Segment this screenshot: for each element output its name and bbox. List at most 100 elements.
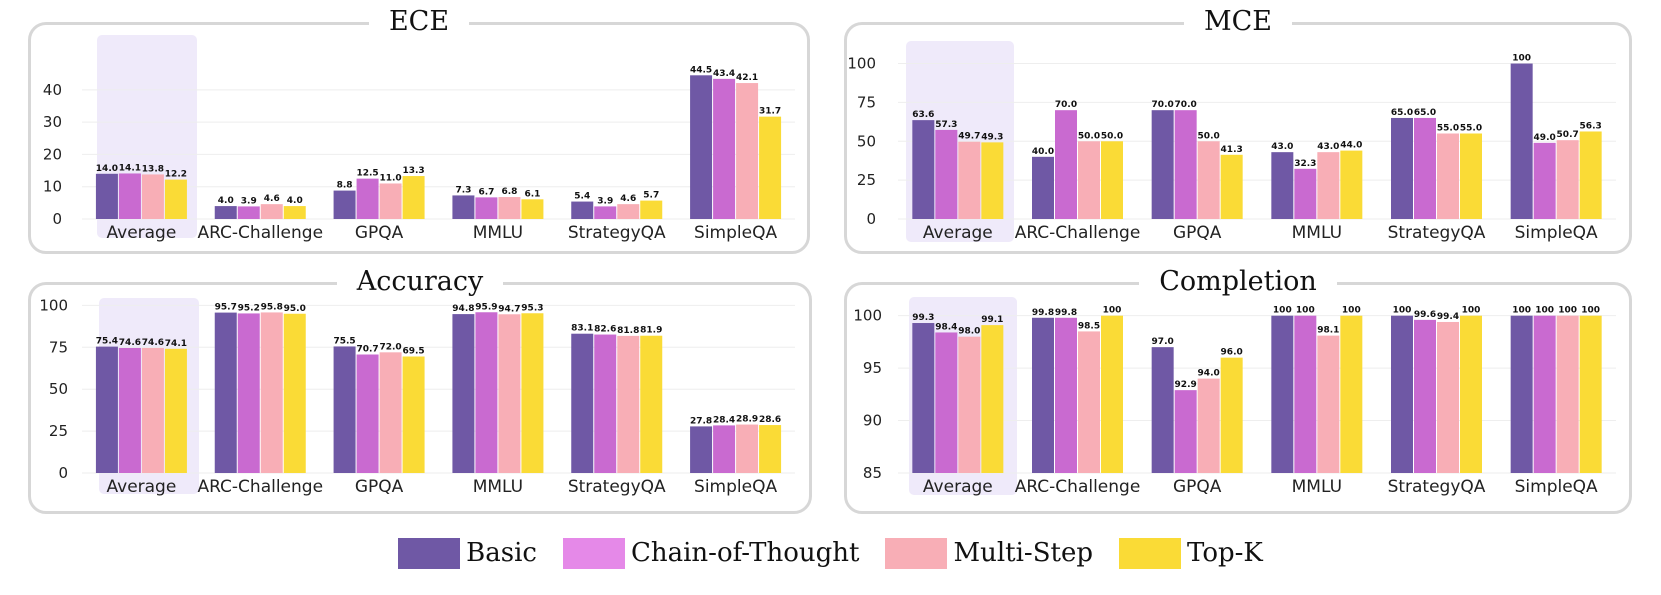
- bar-basic: [1391, 315, 1413, 473]
- data-label: 50.7: [1557, 130, 1579, 140]
- data-label: 70.0: [1152, 100, 1174, 110]
- y-tick-label: 100: [847, 55, 876, 73]
- bar-multi-step: [1078, 331, 1100, 473]
- bar-basic: [452, 314, 475, 473]
- bar-multi-step: [1437, 133, 1459, 219]
- bar-multi-step: [1197, 378, 1220, 473]
- data-label: 43.0: [1271, 142, 1293, 152]
- y-tick-label: 90: [863, 412, 882, 430]
- data-label: 49.0: [1534, 133, 1556, 143]
- y-tick-label: 0: [52, 210, 62, 228]
- data-label: 49.7: [958, 132, 980, 142]
- data-label: 28.9: [736, 415, 758, 425]
- data-label: 99.6: [1414, 310, 1436, 320]
- data-label: 98.4: [935, 322, 957, 332]
- x-tick-label: StrategyQA: [568, 223, 666, 243]
- y-tick-label: 30: [43, 113, 62, 131]
- bar-multi-step: [141, 347, 164, 473]
- legend-swatch-chain-of-thought: [562, 537, 625, 569]
- data-label: 99.8: [1032, 308, 1054, 318]
- data-label: 95.0: [284, 304, 306, 314]
- data-label: 4.0: [287, 196, 303, 206]
- x-tick-label: SimpleQA: [694, 223, 777, 243]
- x-tick-label: MMLU: [1292, 223, 1342, 243]
- data-label: 40.0: [1032, 147, 1054, 157]
- bar-basic: [912, 120, 935, 219]
- data-label: 70.0: [1055, 100, 1077, 110]
- data-label: 70.0: [1175, 100, 1197, 110]
- bar-top-k: [402, 356, 425, 473]
- legend-item-multi-step: Multi-Step: [885, 537, 1093, 569]
- x-tick-label: Average: [923, 223, 993, 243]
- bar-chain-of-thought: [118, 347, 141, 473]
- bar-top-k: [1340, 315, 1363, 473]
- bar-chain-of-thought: [935, 129, 958, 219]
- bar-multi-step: [736, 424, 759, 473]
- bar-chain-of-thought: [1055, 317, 1077, 473]
- bar-chain-of-thought: [1174, 110, 1197, 219]
- bar-multi-step: [617, 204, 640, 219]
- bar-top-k: [1460, 133, 1482, 219]
- bar-top-k: [981, 142, 1004, 219]
- x-tick-label: Average: [923, 477, 993, 497]
- data-label: 44.5: [690, 65, 712, 75]
- bar-top-k: [759, 425, 782, 473]
- bar-top-k: [283, 313, 306, 473]
- bar-top-k: [1460, 315, 1482, 473]
- y-tick-label: 50: [49, 380, 68, 398]
- data-label: 44.0: [1340, 141, 1362, 151]
- data-label: 12.2: [165, 170, 187, 180]
- bar-basic: [571, 333, 594, 473]
- data-label: 100: [1103, 306, 1122, 316]
- legend-swatch-multi-step: [885, 537, 948, 569]
- data-label: 63.6: [912, 110, 934, 120]
- data-label: 28.6: [759, 415, 781, 425]
- bar-chain-of-thought: [594, 206, 617, 219]
- bar-multi-step: [141, 174, 164, 219]
- y-tick-label: 50: [857, 132, 876, 150]
- data-label: 95.3: [521, 303, 543, 313]
- data-label: 7.3: [455, 185, 471, 195]
- data-label: 94.8: [452, 304, 474, 314]
- bar-basic: [690, 75, 713, 219]
- bar-chain-of-thought: [1414, 117, 1436, 219]
- data-label: 43.4: [713, 69, 735, 79]
- data-label: 65.0: [1414, 108, 1436, 118]
- data-label: 100: [1273, 306, 1292, 316]
- data-label: 4.0: [218, 196, 234, 206]
- x-tick-label: ARC-Challenge: [1015, 223, 1141, 243]
- bar-basic: [95, 173, 118, 219]
- legend-item-top-k: Top-K: [1119, 537, 1263, 569]
- bar-basic: [1032, 317, 1054, 473]
- legend-swatch-basic: [398, 537, 461, 569]
- data-label: 50.0: [1101, 131, 1123, 141]
- data-label: 83.1: [571, 324, 593, 334]
- data-label: 55.0: [1437, 124, 1459, 134]
- legend-label-top-k: Top-K: [1187, 538, 1263, 568]
- y-tick-label: 25: [857, 171, 876, 189]
- data-label: 96.0: [1221, 348, 1243, 358]
- legend-item-basic: Basic: [398, 537, 537, 569]
- bar-multi-step: [1078, 141, 1100, 219]
- data-label: 75.5: [333, 336, 355, 346]
- x-tick-label: ARC-Challenge: [197, 477, 323, 497]
- legend: Basic Chain-of-Thought Multi-Step Top-K: [0, 533, 1661, 573]
- data-label: 65.0: [1391, 108, 1413, 118]
- data-label: 74.6: [119, 338, 141, 348]
- data-label: 99.4: [1437, 312, 1459, 322]
- bar-basic: [1391, 117, 1413, 219]
- legend-label-chain-of-thought: Chain-of-Thought: [630, 538, 860, 568]
- bar-chain-of-thought: [1294, 168, 1317, 219]
- bar-top-k: [640, 200, 663, 219]
- data-label: 3.9: [597, 196, 613, 206]
- data-label: 27.8: [690, 416, 712, 426]
- x-tick-label: Average: [107, 477, 177, 497]
- x-tick-label: MMLU: [1292, 477, 1342, 497]
- legend-swatch-top-k: [1119, 537, 1182, 569]
- bar-multi-step: [1556, 140, 1579, 219]
- x-tick-label: StrategyQA: [568, 477, 666, 497]
- bar-top-k: [981, 325, 1004, 473]
- bar-multi-step: [260, 312, 283, 473]
- bar-multi-step: [1197, 141, 1220, 219]
- bar-top-k: [1340, 150, 1363, 219]
